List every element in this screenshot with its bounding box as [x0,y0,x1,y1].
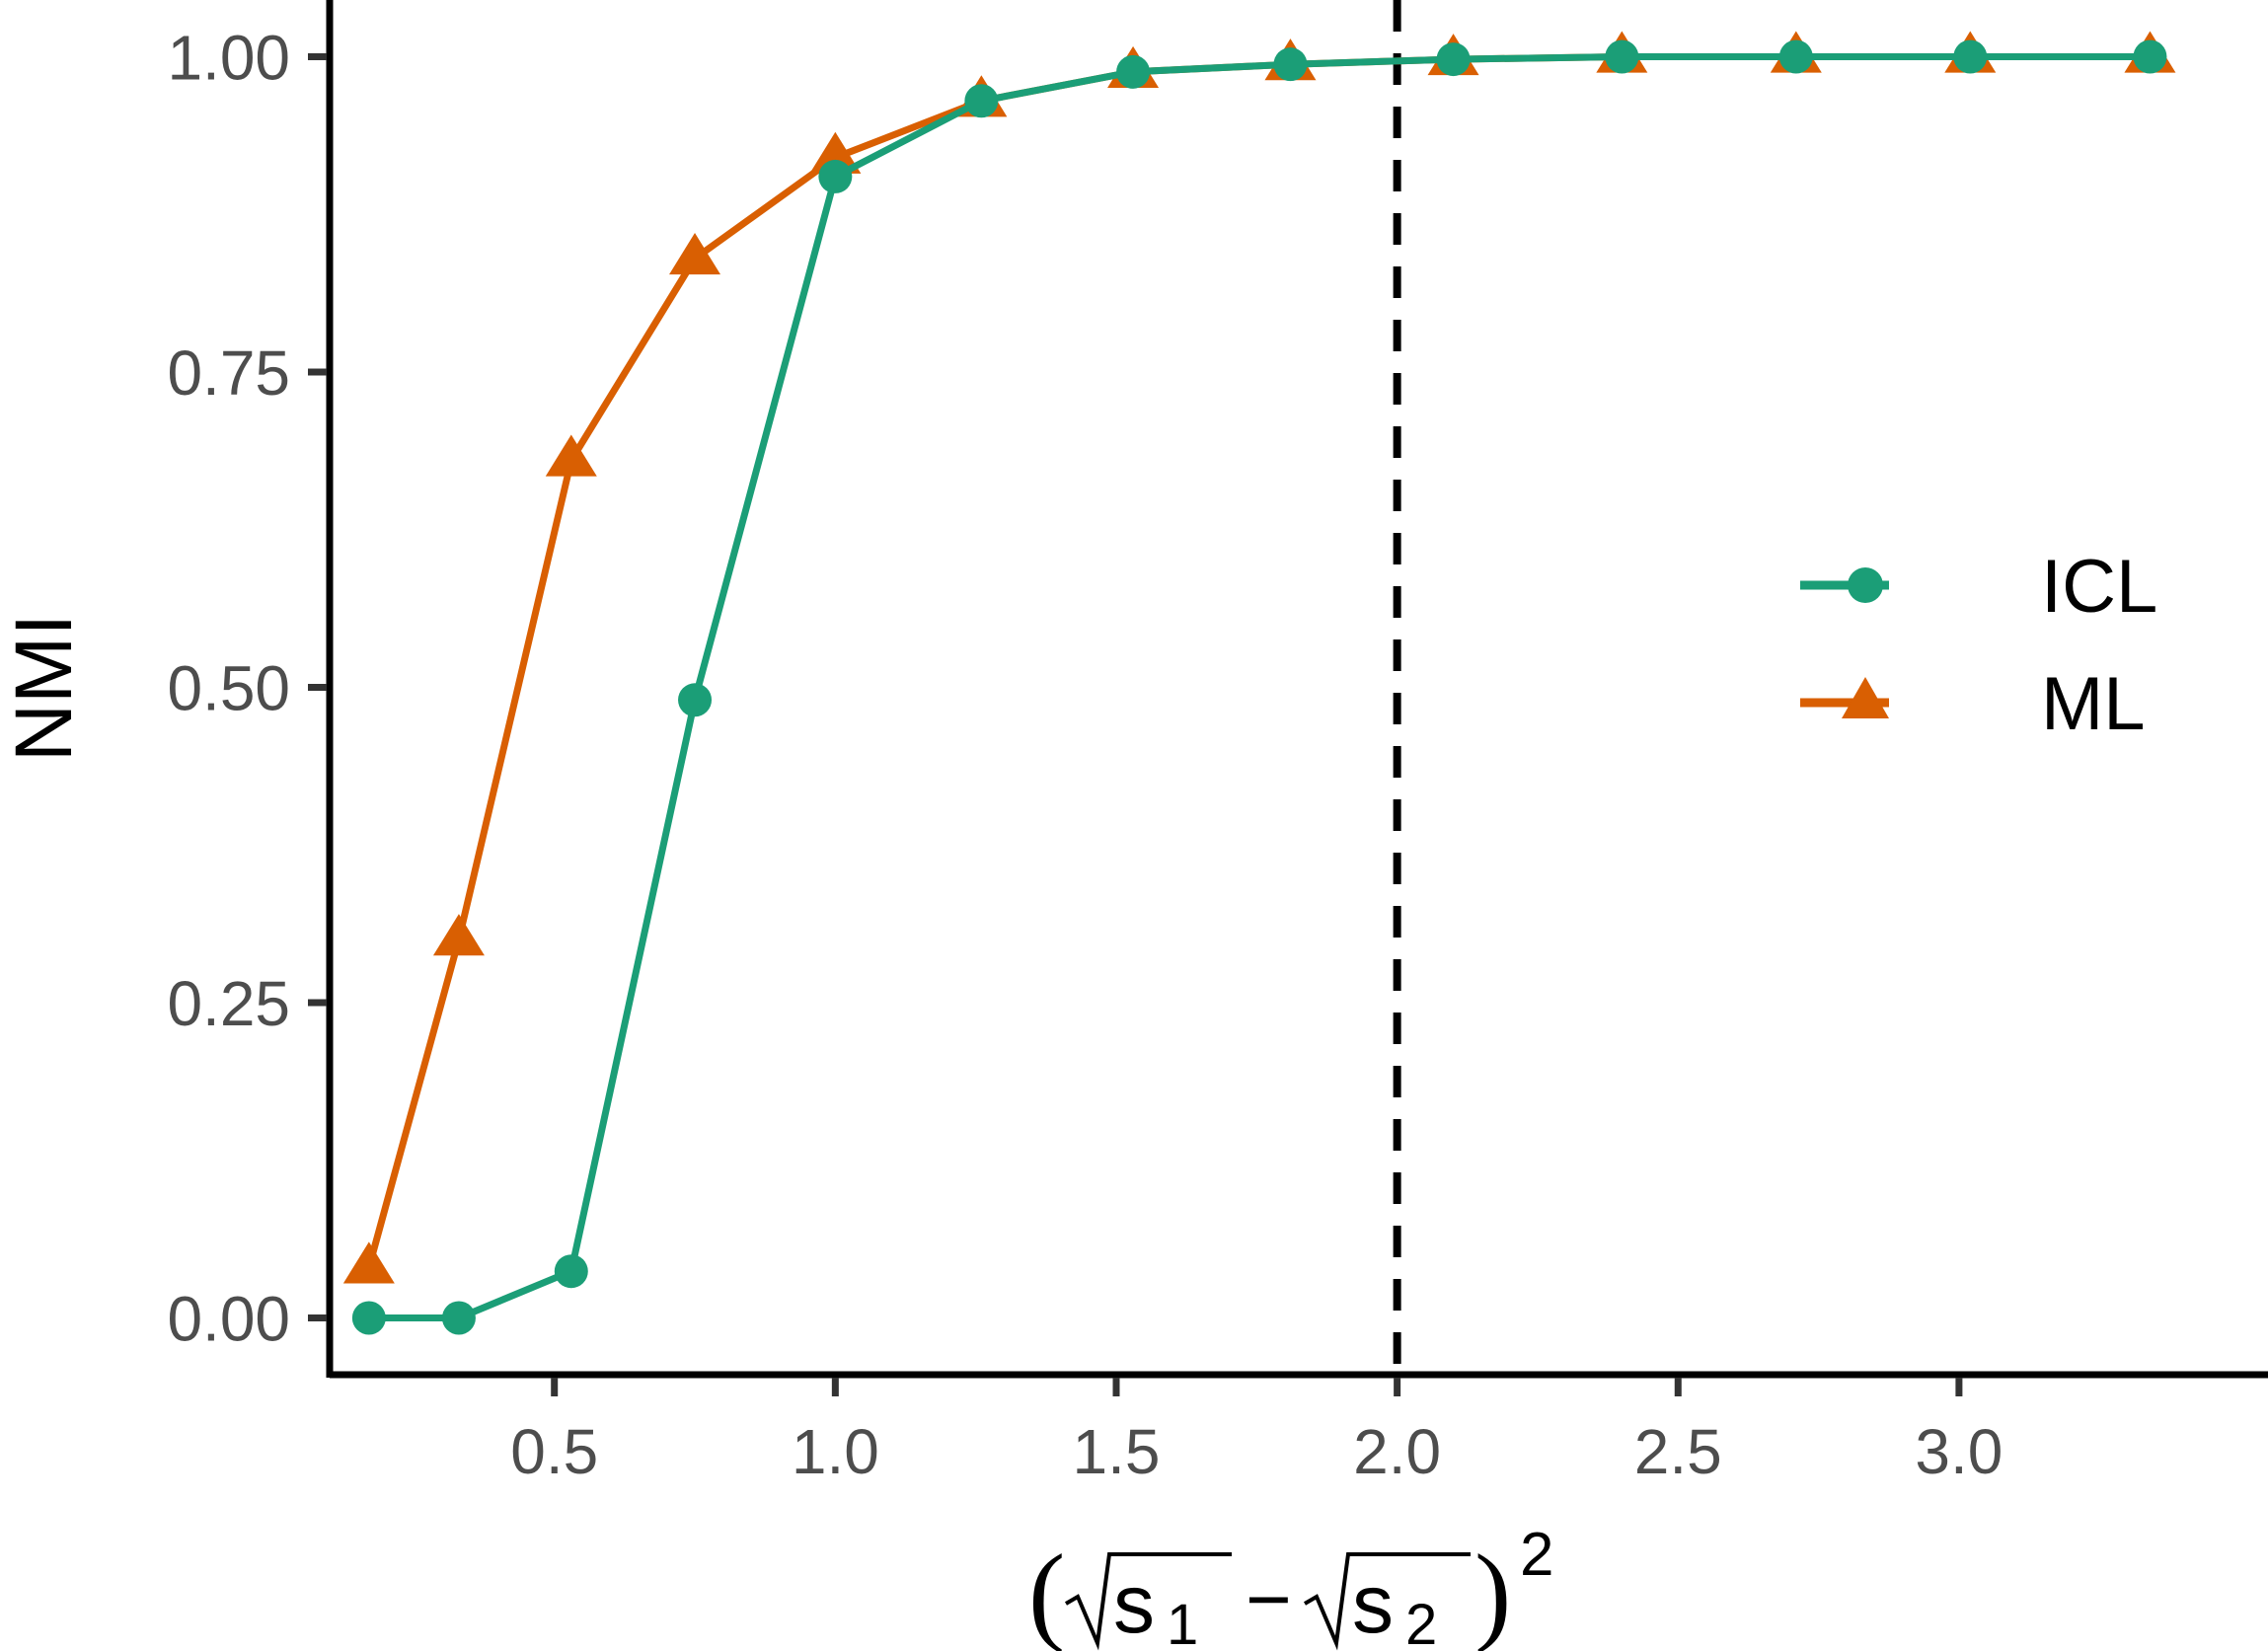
series-ml [342,31,2176,1284]
x-tick-label: 2.0 [1353,1416,1441,1487]
x-title-s2: s [1352,1557,1394,1650]
legend-ml-marker [1842,677,1889,718]
series-ml-point [432,914,485,956]
series-icl-point [964,84,999,118]
series-ml-line [365,53,2151,1269]
series-ml-point [342,1241,395,1284]
y-tick-label: 0.25 [167,968,290,1039]
series-icl-point [818,159,853,193]
legend-icl-marker [1848,567,1883,603]
x-axis-title: ( s 1 − s 2 ) 2 [1028,1521,1553,1651]
axes-layer [326,0,2268,1379]
legend: ICL ML [1800,545,2157,746]
legend-ml-label: ML [2041,662,2146,746]
x-title-s1-subscript: 1 [1167,1593,1198,1651]
x-title-s1: s [1113,1557,1155,1650]
series-icl-point [1778,39,1813,74]
series-icl-point [351,1301,386,1335]
y-tick-label: 0.75 [167,338,290,409]
series-icl-line [368,53,2151,1321]
x-tick-label: 1.0 [792,1416,879,1487]
sqrt-sign-1 [1064,1552,1232,1651]
x-tick-label: 3.0 [1915,1416,2003,1487]
y-tick-label: 0.00 [167,1283,290,1354]
legend-icl-label: ICL [2041,545,2157,629]
series-ml-point [545,434,597,477]
series-ml-point [669,232,721,275]
x-tick-label: 1.5 [1073,1416,1161,1487]
x-title-open-paren: ( [1028,1533,1065,1651]
x-tick-label: 2.5 [1634,1416,1722,1487]
sqrt-sign-2 [1303,1552,1471,1651]
x-title-exponent: 2 [1520,1521,1553,1589]
x-title-s2-subscript: 2 [1405,1593,1437,1651]
series-icl-point [1436,42,1471,77]
series-icl-point [554,1254,588,1289]
series-icl-point [678,683,713,717]
y-tick-label: 1.00 [167,23,290,94]
series-icl-point [441,1301,476,1335]
x-title-close-paren: ) [1474,1533,1511,1651]
series-icl [351,39,2167,1335]
series-layer [342,31,2176,1335]
series-icl-point [1116,54,1151,89]
series-ml-point [809,131,862,174]
series-icl-point [1605,39,1639,74]
x-title-minus: − [1246,1555,1292,1643]
ticks-layer: 0.5 1.0 1.5 2.0 2.5 3.0 0.00 0.25 0.50 0.75 1.00 [167,23,2003,1487]
x-tick-label: 0.5 [510,1416,598,1487]
series-icl-point [2133,39,2167,74]
series-icl-point [1273,47,1308,82]
y-tick-label: 0.50 [167,653,290,724]
y-axis-title: NMI [0,614,89,762]
series-icl-point [1953,39,1988,74]
